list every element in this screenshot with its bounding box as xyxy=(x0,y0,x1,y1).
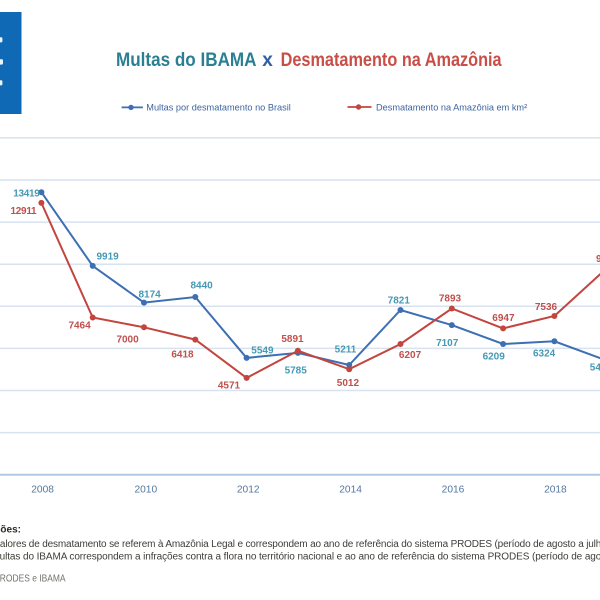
svg-text:Observações:: Observações: xyxy=(0,524,21,535)
svg-text:7000: 7000 xyxy=(116,335,139,346)
svg-text:7536: 7536 xyxy=(535,302,558,313)
svg-text:x: x xyxy=(262,50,273,71)
svg-text:9762: 9762 xyxy=(596,254,600,265)
svg-text:12911: 12911 xyxy=(11,206,37,217)
svg-text:6418: 6418 xyxy=(171,350,194,361)
svg-text:8440: 8440 xyxy=(190,281,213,292)
svg-text:As multas do IBAMA corresponde: As multas do IBAMA correspondem a infraç… xyxy=(0,551,600,562)
svg-text:7464: 7464 xyxy=(68,321,91,332)
svg-text:2014: 2014 xyxy=(339,485,362,496)
svg-text:7821: 7821 xyxy=(388,295,411,306)
svg-text:5012: 5012 xyxy=(337,378,360,389)
svg-text:6209: 6209 xyxy=(483,352,506,363)
svg-text:13419: 13419 xyxy=(13,189,40,200)
svg-text:7107: 7107 xyxy=(436,338,459,349)
svg-text:2008: 2008 xyxy=(31,485,54,496)
svg-text:Multas do IBAMA: Multas do IBAMA xyxy=(116,49,257,70)
svg-text:6207: 6207 xyxy=(399,350,422,361)
svg-text:5446: 5446 xyxy=(590,362,600,373)
svg-text:2016: 2016 xyxy=(442,485,465,496)
svg-text:5211: 5211 xyxy=(335,344,357,355)
svg-text:5785: 5785 xyxy=(285,365,308,376)
svg-text:8174: 8174 xyxy=(138,289,161,300)
svg-text:Os valores de desmatamento se: Os valores de desmatamento se referem à … xyxy=(0,539,600,550)
svg-text:5549: 5549 xyxy=(251,345,274,356)
svg-text:5891: 5891 xyxy=(281,334,304,345)
svg-text:Multas por desmatamento no Bra: Multas por desmatamento no Brasil xyxy=(146,103,291,113)
svg-text:2018: 2018 xyxy=(544,485,567,496)
svg-text:2012: 2012 xyxy=(237,485,260,496)
svg-text:4571: 4571 xyxy=(218,380,241,391)
svg-text:6947: 6947 xyxy=(492,313,515,324)
svg-text:Desmatamento na Amazônia: Desmatamento na Amazônia xyxy=(281,49,502,70)
svg-text:6324: 6324 xyxy=(533,349,556,360)
svg-text:2010: 2010 xyxy=(134,485,157,496)
svg-text:Fontes: PRODES e IBAMA: Fontes: PRODES e IBAMA xyxy=(0,573,66,584)
svg-text:Desmatamento na Amazônia em km: Desmatamento na Amazônia em km² xyxy=(376,103,527,113)
svg-text:7893: 7893 xyxy=(439,294,462,305)
svg-text:9919: 9919 xyxy=(97,251,120,262)
